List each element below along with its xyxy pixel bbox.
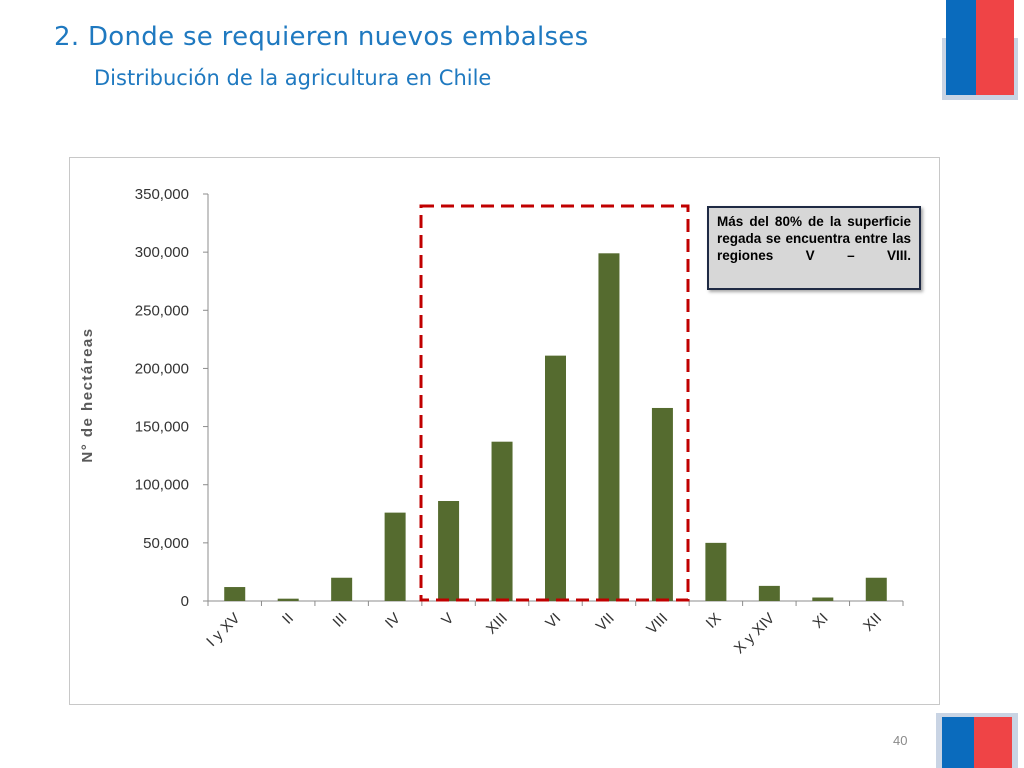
callout-box: Más del 80% de la superficie regada se e… [707, 206, 921, 290]
bar-v [438, 500, 460, 601]
x-tick-label: X y XIV [731, 610, 778, 657]
x-tick-label: VII [593, 610, 618, 635]
slide-subtitle: Distribución de la agricultura en Chile [94, 66, 492, 90]
x-tick-label: VI [542, 610, 564, 632]
slide-title: 2. Donde se requieren nuevos embalses [54, 22, 589, 52]
bar-iii [331, 577, 353, 601]
x-tick-label: III [330, 610, 351, 631]
y-tick-label: 150,000 [135, 419, 189, 436]
y-tick-label: 350,000 [135, 186, 189, 203]
flag-logo-bottom [936, 713, 1018, 768]
highlight-box [419, 204, 690, 602]
x-tick-label: XI [810, 610, 832, 632]
bar-x-y-xiv [758, 585, 780, 601]
x-tick-label: VIII [643, 610, 671, 638]
y-tick-label: 50,000 [143, 535, 189, 552]
x-tick-label: XIII [483, 610, 511, 638]
bar-ix [705, 542, 727, 601]
y-tick-label: 200,000 [135, 360, 189, 377]
x-tick-label: IV [382, 610, 404, 632]
bar-xi [812, 597, 834, 601]
y-tick-label: 300,000 [135, 244, 189, 261]
x-tick-label: IX [703, 610, 725, 632]
bar-i-y-xv [224, 587, 246, 601]
x-tick-label: V [438, 610, 457, 629]
bar-viii [651, 407, 673, 601]
flag-logo-top [940, 0, 1018, 100]
bar-xii [865, 577, 887, 601]
bar-vi [545, 355, 566, 601]
y-tick-label: 250,000 [135, 302, 189, 319]
page-number: 40 [893, 733, 908, 748]
x-tick-label: II [279, 610, 297, 628]
y-tick-label: 0 [181, 593, 189, 610]
x-tick-label: I y XV [203, 610, 243, 650]
y-tick-label: 100,000 [135, 477, 189, 494]
bar-xiii [491, 441, 513, 601]
y-axis-label: N° de hectáreas [79, 327, 96, 462]
bar-vii [598, 253, 620, 601]
x-tick-label: XII [860, 610, 885, 635]
bar-ii [277, 598, 299, 601]
bar-iv [384, 512, 406, 601]
